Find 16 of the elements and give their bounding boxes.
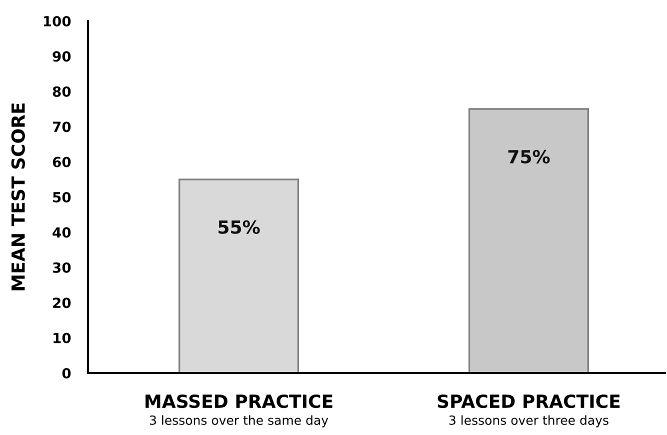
y-tick-label: 90: [52, 51, 71, 62]
y-tick-label: 30: [52, 262, 71, 273]
x-tick-label: SPACED PRACTICE 3 lessons over three days: [438, 394, 620, 428]
y-axis-title: MEAN TEST SCORE: [11, 103, 25, 290]
y-tick-label: 50: [53, 192, 71, 202]
y-tick-label: 60: [52, 156, 71, 168]
data-label: 75%: [508, 150, 550, 164]
y-tick-label: 20: [53, 298, 71, 308]
y-tick-label: 100: [44, 16, 71, 26]
y-tick-label: 10: [54, 332, 71, 344]
x-tick-label: MASSED PRACTICE 3 lessons over the same day: [146, 394, 332, 428]
y-tick-label: 80: [52, 86, 71, 97]
y-tick-label: 70: [52, 122, 71, 132]
data-label: 55%: [218, 220, 260, 234]
y-tick-label: 0: [62, 368, 71, 378]
y-tick-label: 40: [52, 227, 71, 238]
